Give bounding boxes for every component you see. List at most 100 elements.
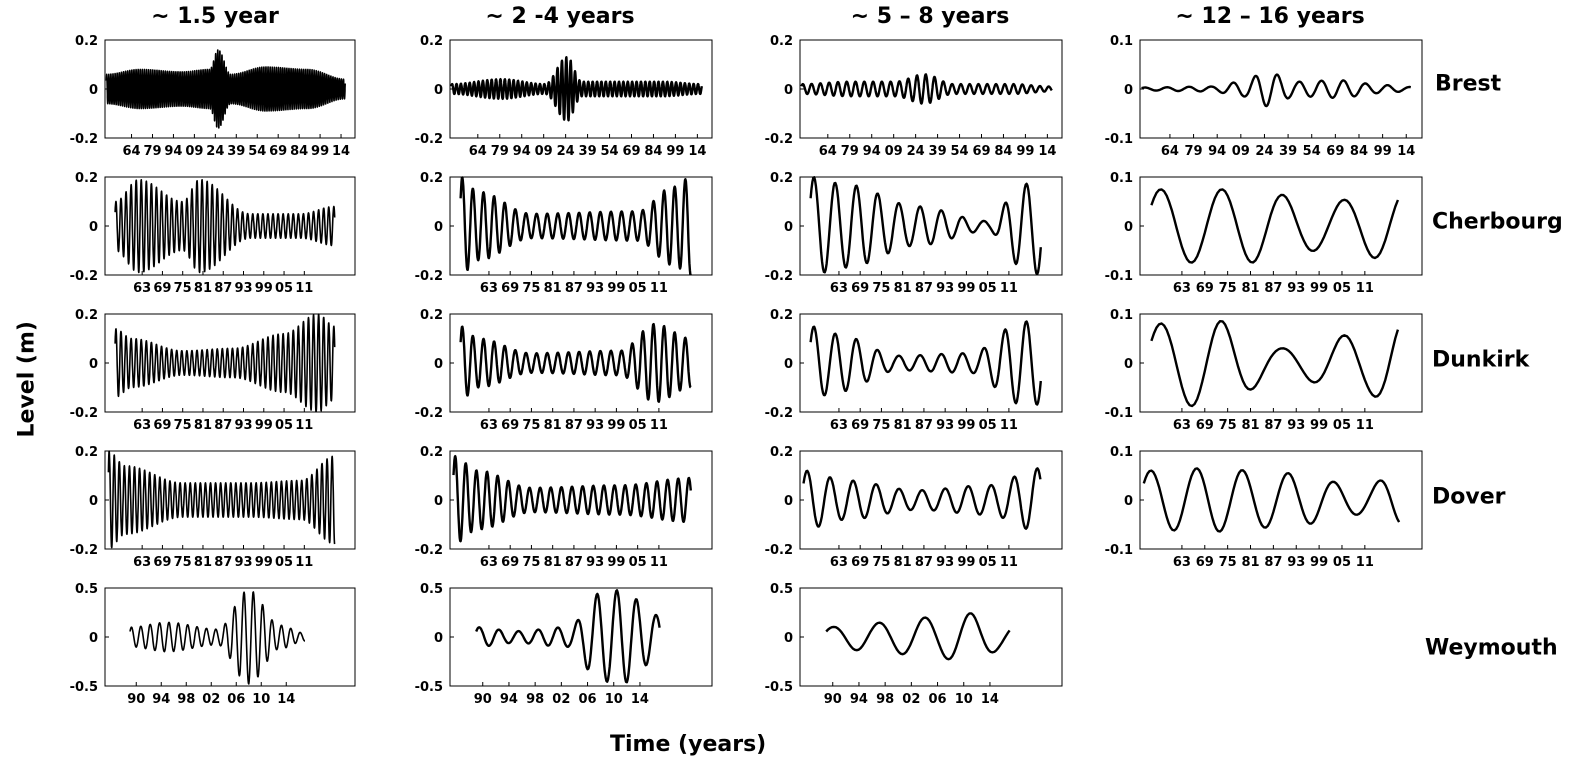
y-tick-label: -0.2: [415, 132, 443, 147]
series-line-weymouth-c1: [129, 591, 306, 685]
panel-brest-c2: -0.2 0 0.2 64 79 94 09 24 39 54 69 84 99 14: [415, 34, 713, 159]
x-tick-label: 69: [1196, 555, 1214, 570]
y-tick-label: 0: [434, 631, 443, 646]
panel-dover-c3: -0.2 0 0.2 63 69 75 81 87 93 99 05 11: [765, 445, 1063, 570]
x-tick-label: 79: [841, 144, 859, 159]
series-line-brest-c2: [450, 56, 703, 122]
x-tick-label: 90: [474, 692, 492, 707]
panel-dunkirk-c4: -0.1 0 0.1 63 69 75 81 87 93 99 05 11: [1105, 308, 1423, 433]
x-tick-label: 63: [480, 281, 498, 296]
row-label-weymouth: Weymouth: [1425, 635, 1558, 661]
panel-frame: [1139, 176, 1423, 276]
x-tick-label: 87: [565, 418, 583, 433]
x-tick-label: 99: [607, 555, 625, 570]
panel-frame: [1139, 450, 1423, 550]
x-tick-label: 81: [1241, 281, 1259, 296]
x-tick-label: 99: [255, 555, 273, 570]
y-tick-label: 0.2: [770, 308, 793, 323]
x-tick-label: 93: [234, 281, 252, 296]
y-tick-label: -0.2: [765, 132, 793, 147]
x-tick-label: 02: [552, 692, 570, 707]
x-tick-label: 69: [1196, 281, 1214, 296]
series-line-dunkirk-c1: [114, 313, 336, 413]
y-tick-label: -0.5: [70, 680, 98, 695]
panel-frame: [449, 587, 713, 687]
x-tick-label: 11: [1000, 418, 1018, 433]
x-tick-label: 05: [1333, 281, 1351, 296]
x-tick-label: 11: [295, 418, 313, 433]
x-tick-label: 54: [600, 144, 618, 159]
column-title-1p5yr: ~ 1.5 year: [151, 4, 279, 29]
y-tick-label: 0.2: [75, 171, 98, 186]
x-tick-label: 09: [885, 144, 903, 159]
x-tick-label: 99: [1310, 418, 1328, 433]
series-line-dunkirk-c3: [809, 320, 1042, 406]
x-tick-label: 69: [851, 555, 869, 570]
y-tick-label: 0: [434, 83, 443, 98]
x-tick-label: 14: [277, 692, 295, 707]
column-title-12-16yr: ~ 12 – 16 years: [1175, 4, 1365, 29]
panel-weymouth-c3: -0.5 0 0.5 90 94 98 02 06 10 14: [765, 582, 1063, 707]
x-tick-label: 10: [252, 692, 270, 707]
x-tick-label: 10: [605, 692, 623, 707]
x-tick-label: 93: [1287, 281, 1305, 296]
y-tick-label: 0: [434, 357, 443, 372]
x-tick-label: 14: [981, 692, 999, 707]
x-tick-label: 14: [1397, 144, 1415, 159]
y-tick-label: 0: [784, 357, 793, 372]
y-tick-label: 0: [784, 494, 793, 509]
panel-dover-c4: -0.1 0 0.1 63 69 75 81 87 93 99 05 11: [1105, 445, 1423, 570]
x-tick-label: 93: [586, 281, 604, 296]
y-tick-label: 0.2: [75, 34, 98, 49]
y-tick-label: -0.1: [1105, 132, 1133, 147]
x-tick-label: 11: [295, 281, 313, 296]
x-tick-label: 93: [936, 555, 954, 570]
y-tick-label: 0: [1124, 357, 1133, 372]
x-tick-label: 93: [1287, 555, 1305, 570]
x-tick-label: 11: [650, 418, 668, 433]
panel-cherbourg-c2: -0.2 0 0.2 63 69 75 81 87 93 99 05 11: [415, 171, 713, 296]
x-tick-label: 93: [1287, 418, 1305, 433]
x-tick-label: 98: [526, 692, 544, 707]
panel-cherbourg-c4: -0.1 0 0.1 63 69 75 81 87 93 99 05 11: [1105, 171, 1423, 296]
x-tick-label: 99: [255, 418, 273, 433]
series-line-weymouth-c2: [475, 589, 661, 684]
x-tick-label: 02: [202, 692, 220, 707]
x-tick-label: 63: [830, 555, 848, 570]
y-tick-label: 0: [1124, 220, 1133, 235]
x-tick-label: 87: [915, 281, 933, 296]
x-tick-label: 05: [629, 555, 647, 570]
panel-frame: [799, 450, 1063, 550]
x-tick-label: 14: [631, 692, 649, 707]
x-tick-label: 11: [1356, 418, 1374, 433]
x-tick-label: 69: [1196, 418, 1214, 433]
x-tick-label: 11: [1356, 281, 1374, 296]
x-tick-label: 06: [227, 692, 245, 707]
series-line-dover-c2: [452, 455, 692, 543]
x-tick-label: 14: [332, 144, 350, 159]
row-label-cherbourg: Cherbourg: [1432, 209, 1563, 235]
y-tick-label: -0.2: [415, 269, 443, 284]
x-tick-label: 05: [275, 555, 293, 570]
y-tick-label: 0: [784, 83, 793, 98]
panel-dover-c1: -0.2 0 0.2 63 69 75 81 87 93 99 05 11: [70, 445, 356, 570]
x-tick-label: 69: [1326, 144, 1344, 159]
x-tick-label: 81: [894, 281, 912, 296]
x-tick-label: 99: [311, 144, 329, 159]
x-tick-label: 87: [214, 555, 232, 570]
y-tick-label: 0.2: [770, 34, 793, 49]
x-tick-label: 54: [950, 144, 968, 159]
y-tick-label: -0.1: [1105, 406, 1133, 421]
x-tick-label: 94: [850, 692, 868, 707]
x-tick-label: 87: [915, 418, 933, 433]
panel-weymouth-c1: -0.5 0 0.5 90 94 98 02 06 10 14: [70, 582, 356, 707]
x-tick-label: 24: [206, 144, 224, 159]
panel-dunkirk-c2: -0.2 0 0.2 63 69 75 81 87 93 99 05 11: [415, 308, 713, 433]
x-tick-label: 05: [1333, 418, 1351, 433]
x-tick-label: 69: [153, 281, 171, 296]
x-tick-label: 81: [1241, 418, 1259, 433]
y-tick-label: 0.2: [420, 34, 443, 49]
x-tick-label: 87: [565, 555, 583, 570]
y-tick-label: -0.2: [70, 269, 98, 284]
x-tick-label: 63: [830, 418, 848, 433]
